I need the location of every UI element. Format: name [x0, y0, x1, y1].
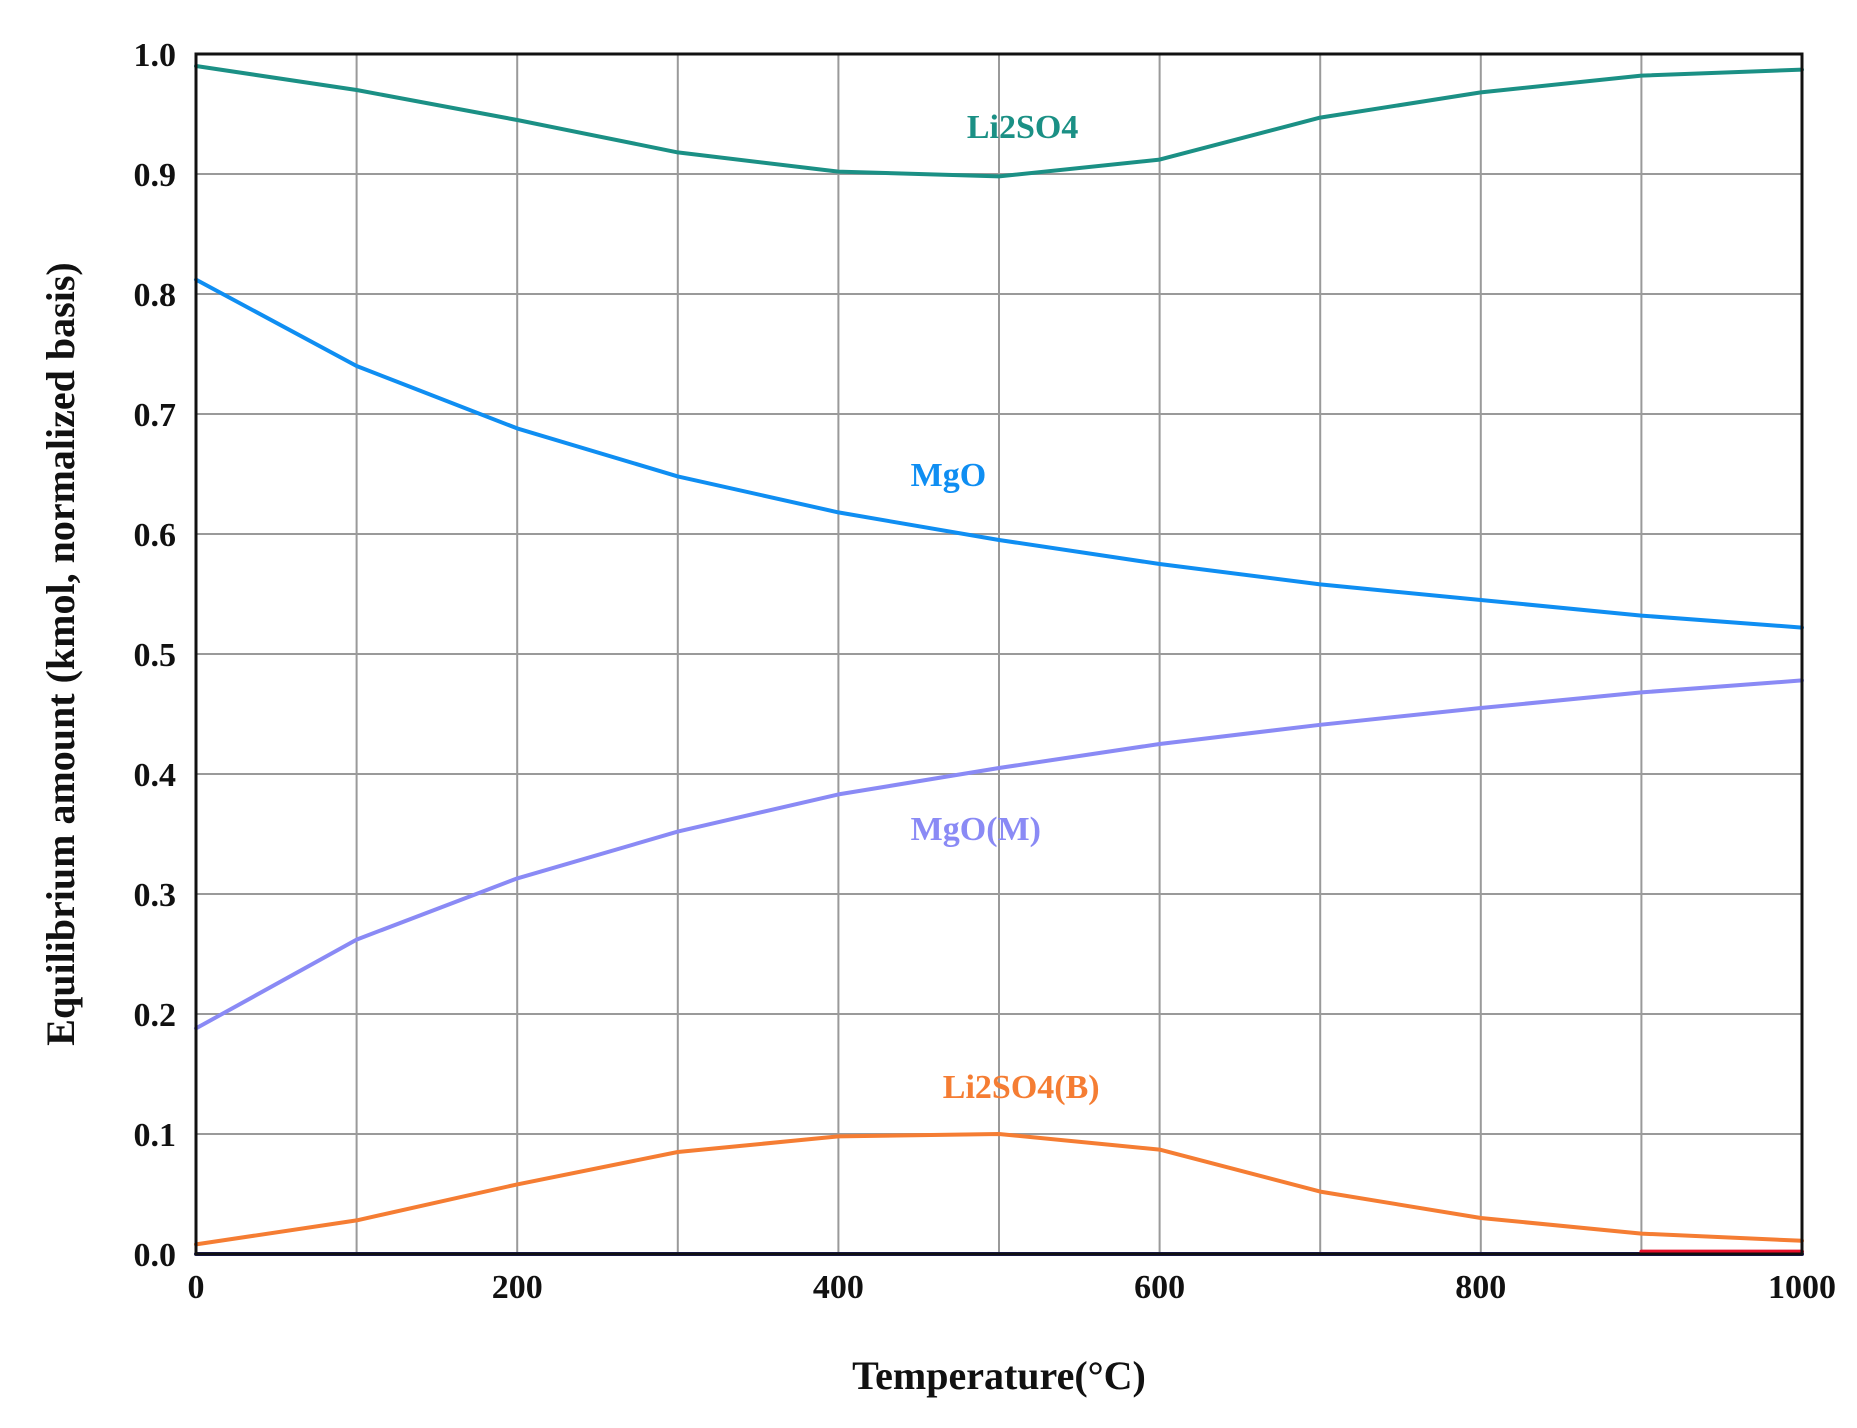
x-tick-label: 0 — [188, 1269, 205, 1306]
series-line-mgo-m — [194, 678, 1804, 1031]
y-tick-label: 0.9 — [134, 157, 177, 194]
x-tick-label: 800 — [1455, 1269, 1506, 1306]
y-tick-label: 0.0 — [134, 1237, 177, 1274]
y-tick-label: 0.8 — [134, 277, 177, 314]
series-line-mgo — [194, 277, 1804, 630]
plot-frame — [194, 52, 1804, 1256]
series-label-li2so4-b: Li2SO4(B) — [943, 1069, 1100, 1106]
series-label-mgo-m: MgO(M) — [911, 811, 1041, 848]
x-tick-label: 1000 — [1768, 1269, 1836, 1306]
y-axis-label: Equilibrium amount (kmol, normalized bas… — [38, 262, 83, 1045]
y-tick-label: 1.0 — [134, 37, 177, 74]
y-tick-label: 0.3 — [134, 877, 177, 914]
y-tick-label: 0.2 — [134, 997, 177, 1034]
tick-labels: 0 200 400 600 800 1000 0.0 0.1 0.2 0.3 0.4 0.5 0.6 0.… — [134, 37, 1837, 1306]
series-line-li2so4-b — [194, 1132, 1804, 1247]
y-tick-label: 0.1 — [134, 1117, 177, 1154]
series-label-mgo: MgO — [911, 457, 987, 494]
y-tick-label: 0.6 — [134, 517, 177, 554]
x-tick-label: 600 — [1134, 1269, 1185, 1306]
y-tick-label: 0.5 — [134, 637, 177, 674]
series-labels: Li2SO4 MgO MgO(M) Li2SO4(B) — [911, 109, 1100, 1106]
series-label-li2so4: Li2SO4 — [967, 109, 1078, 146]
y-tick-label: 0.4 — [134, 757, 177, 794]
series-line-li2so4 — [194, 64, 1804, 179]
x-tick-label: 200 — [492, 1269, 543, 1306]
x-tick-label: 400 — [813, 1269, 864, 1306]
y-tick-label: 0.7 — [134, 397, 177, 434]
x-axis-label: Temperature(°C) — [852, 1353, 1146, 1398]
